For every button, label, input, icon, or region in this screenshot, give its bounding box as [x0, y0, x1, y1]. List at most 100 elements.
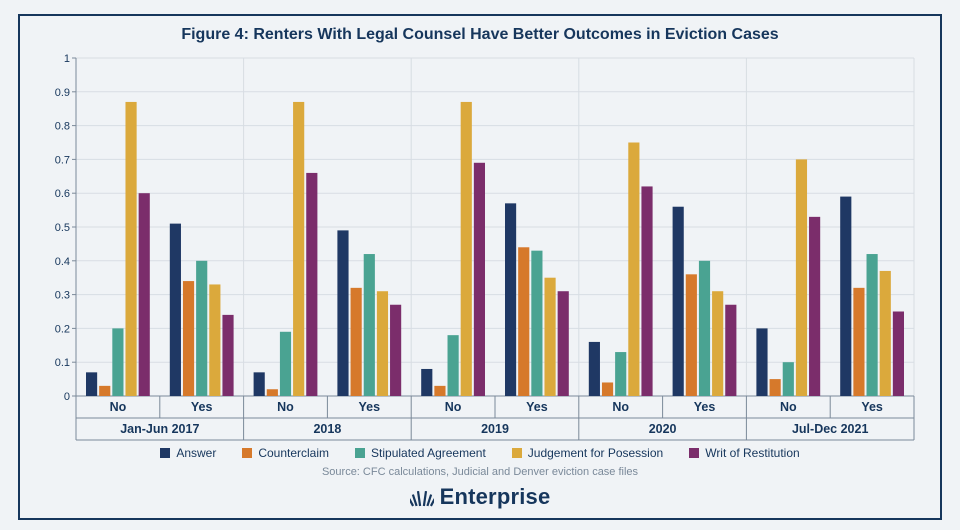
bar: [712, 291, 723, 396]
bar: [531, 251, 542, 396]
legend-swatch: [689, 448, 699, 458]
bar: [377, 291, 388, 396]
bar: [293, 102, 304, 396]
bar-chart-svg: 0 0.1 0.2 0.3 0.4 0.5 0.6 0.7 0.8 0.9 1 Jan-Jun 201…: [38, 52, 922, 442]
legend-item: Judgement for Posession: [512, 446, 663, 460]
legend-label: Judgement for Posession: [528, 446, 663, 460]
bar: [641, 186, 652, 396]
bar: [474, 163, 485, 396]
bar: [505, 203, 516, 396]
legend-swatch: [355, 448, 365, 458]
svg-text:Yes: Yes: [526, 400, 548, 414]
bar: [364, 254, 375, 396]
svg-text:No: No: [780, 400, 797, 414]
bar: [809, 217, 820, 396]
bar: [796, 159, 807, 396]
svg-text:Jul-Dec 2021: Jul-Dec 2021: [792, 422, 868, 436]
bar: [183, 281, 194, 396]
bar: [628, 143, 639, 397]
svg-text:No: No: [110, 400, 127, 414]
bar: [602, 382, 613, 396]
bar: [196, 261, 207, 396]
legend-swatch: [160, 448, 170, 458]
svg-text:0.5: 0.5: [55, 222, 70, 234]
bar: [756, 328, 767, 396]
svg-text:0.3: 0.3: [55, 290, 70, 302]
bar: [125, 102, 136, 396]
legend-label: Writ of Restitution: [705, 446, 799, 460]
page-root: Figure 4: Renters With Legal Counsel Hav…: [0, 0, 960, 530]
bar: [280, 332, 291, 396]
bar: [86, 372, 97, 396]
bar: [589, 342, 600, 396]
svg-text:Yes: Yes: [861, 400, 883, 414]
bar: [434, 386, 445, 396]
legend-item: Answer: [160, 446, 216, 460]
bar: [544, 278, 555, 396]
legend-swatch: [242, 448, 252, 458]
bar: [448, 335, 459, 396]
logo-text: Enterprise: [440, 484, 551, 510]
bar: [770, 379, 781, 396]
bar: [880, 271, 891, 396]
svg-text:Yes: Yes: [694, 400, 716, 414]
bar: [783, 362, 794, 396]
bar: [170, 224, 181, 396]
source-citation: Source: CFC calculations, Judicial and D…: [38, 466, 922, 478]
svg-text:No: No: [445, 400, 462, 414]
chart-area: 0 0.1 0.2 0.3 0.4 0.5 0.6 0.7 0.8 0.9 1 Jan-Jun 201…: [38, 52, 922, 442]
svg-text:0.1: 0.1: [55, 357, 70, 369]
svg-text:1: 1: [64, 53, 70, 65]
bar: [139, 193, 150, 396]
bar: [421, 369, 432, 396]
bar: [112, 328, 123, 396]
bar: [267, 389, 278, 396]
bar: [673, 207, 684, 396]
legend-item: Counterclaim: [242, 446, 329, 460]
bar: [840, 197, 851, 396]
svg-text:Yes: Yes: [359, 400, 381, 414]
legend-swatch: [512, 448, 522, 458]
bar: [893, 312, 904, 397]
legend: Answer Counterclaim Stipulated Agreement Ju…: [38, 446, 922, 460]
bar: [99, 386, 110, 396]
svg-text:0.4: 0.4: [55, 256, 70, 268]
svg-text:No: No: [612, 400, 629, 414]
bar: [725, 305, 736, 396]
svg-text:0: 0: [64, 391, 70, 403]
bar: [699, 261, 710, 396]
legend-label: Answer: [176, 446, 216, 460]
svg-text:Yes: Yes: [191, 400, 213, 414]
svg-text:Jan-Jun 2017: Jan-Jun 2017: [120, 422, 199, 436]
bar: [209, 284, 220, 396]
legend-label: Counterclaim: [258, 446, 329, 460]
svg-text:0.2: 0.2: [55, 323, 70, 335]
logo: Enterprise: [38, 484, 922, 510]
svg-text:2019: 2019: [481, 422, 509, 436]
bar: [558, 291, 569, 396]
enterprise-logo-icon: [410, 486, 434, 508]
bar: [686, 274, 697, 396]
bar: [337, 230, 348, 396]
bar: [853, 288, 864, 396]
bar: [351, 288, 362, 396]
bar: [518, 247, 529, 396]
svg-text:No: No: [277, 400, 294, 414]
svg-text:0.8: 0.8: [55, 121, 70, 133]
bar: [254, 372, 265, 396]
bar: [615, 352, 626, 396]
bar: [222, 315, 233, 396]
chart-title: Figure 4: Renters With Legal Counsel Hav…: [38, 26, 922, 44]
svg-text:0.9: 0.9: [55, 87, 70, 99]
legend-item: Stipulated Agreement: [355, 446, 486, 460]
chart-frame: Figure 4: Renters With Legal Counsel Hav…: [18, 14, 942, 520]
legend-item: Writ of Restitution: [689, 446, 799, 460]
legend-label: Stipulated Agreement: [371, 446, 486, 460]
svg-text:0.6: 0.6: [55, 188, 70, 200]
bar: [306, 173, 317, 396]
svg-text:0.7: 0.7: [55, 154, 70, 166]
bar: [390, 305, 401, 396]
bar: [461, 102, 472, 396]
bar: [867, 254, 878, 396]
svg-text:2018: 2018: [313, 422, 341, 436]
